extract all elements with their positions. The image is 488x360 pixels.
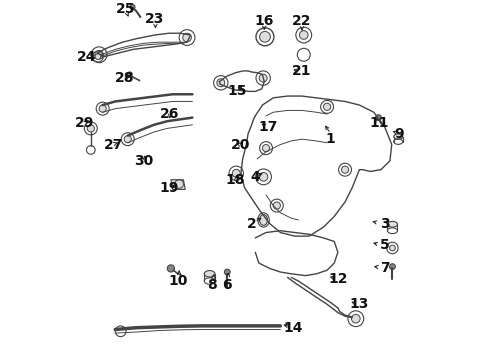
Ellipse shape [204,271,215,277]
Text: 24: 24 [77,50,96,64]
Text: 22: 22 [292,14,311,28]
Circle shape [389,264,394,270]
Circle shape [273,202,280,209]
Text: 30: 30 [134,154,153,168]
Circle shape [224,269,230,275]
Text: 2: 2 [246,217,256,230]
Text: 17: 17 [258,120,277,134]
Circle shape [341,166,348,173]
Text: 27: 27 [103,138,123,152]
Text: 18: 18 [225,174,245,188]
Circle shape [95,54,101,59]
Circle shape [351,314,359,323]
Circle shape [375,115,381,121]
Text: 9: 9 [393,127,403,141]
Circle shape [259,172,267,181]
Circle shape [232,169,240,177]
Circle shape [124,136,131,143]
Text: 20: 20 [231,138,250,152]
Circle shape [99,105,106,112]
Text: 12: 12 [327,272,347,286]
Text: 8: 8 [207,278,217,292]
Circle shape [95,50,103,59]
Text: 5: 5 [379,238,388,252]
Text: 11: 11 [368,116,388,130]
Text: 10: 10 [168,274,187,288]
Text: 3: 3 [379,217,388,230]
Circle shape [389,245,394,251]
Ellipse shape [386,221,397,227]
Polygon shape [170,180,185,189]
Text: 21: 21 [292,64,311,78]
Text: 6: 6 [221,278,231,292]
Text: 28: 28 [114,71,134,85]
Ellipse shape [259,215,267,225]
Circle shape [299,31,307,39]
Circle shape [323,103,330,111]
Text: 4: 4 [250,170,260,184]
Text: 13: 13 [349,297,368,311]
Text: 16: 16 [254,14,273,28]
Circle shape [130,4,135,9]
Text: 29: 29 [75,116,94,130]
Circle shape [216,79,224,87]
Text: 25: 25 [116,2,136,16]
Text: 23: 23 [145,12,164,26]
Text: 26: 26 [159,107,179,121]
Circle shape [183,33,191,42]
Text: 15: 15 [227,84,246,98]
Circle shape [167,265,174,272]
Circle shape [127,72,132,77]
Text: 19: 19 [159,181,179,195]
Circle shape [87,125,94,132]
Ellipse shape [393,134,402,139]
Circle shape [259,74,266,82]
Circle shape [262,145,269,152]
Text: 14: 14 [283,321,302,335]
Text: 7: 7 [379,261,388,275]
Circle shape [259,31,270,42]
Text: 1: 1 [325,132,335,146]
